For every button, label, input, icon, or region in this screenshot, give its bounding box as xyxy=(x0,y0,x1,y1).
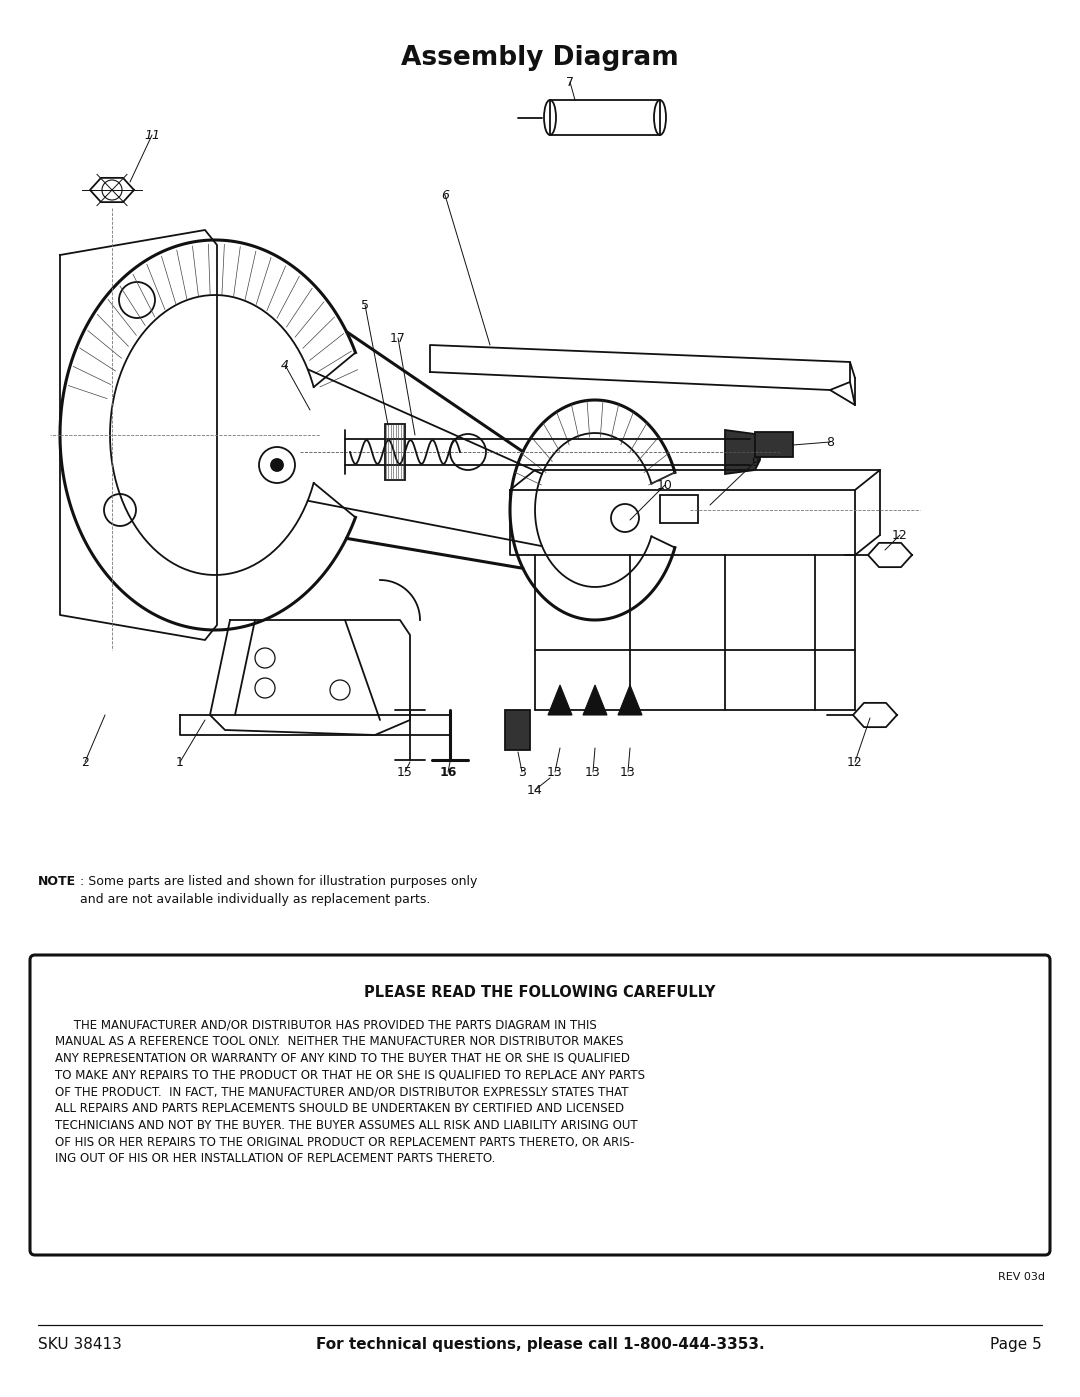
Text: NOTE: NOTE xyxy=(38,875,76,888)
Text: 5: 5 xyxy=(361,299,369,312)
Bar xyxy=(505,710,530,750)
Text: 2: 2 xyxy=(81,756,89,768)
Text: 13: 13 xyxy=(548,766,563,778)
Text: 13: 13 xyxy=(585,766,600,778)
Text: 6: 6 xyxy=(441,189,449,201)
Text: : Some parts are listed and shown for illustration purposes only
and are not ava: : Some parts are listed and shown for il… xyxy=(80,875,477,907)
Text: 10: 10 xyxy=(657,479,673,492)
FancyBboxPatch shape xyxy=(30,956,1050,1255)
Text: 16: 16 xyxy=(440,766,457,778)
Polygon shape xyxy=(548,685,572,715)
Polygon shape xyxy=(583,685,607,715)
Polygon shape xyxy=(618,685,642,715)
Text: 1: 1 xyxy=(176,756,184,768)
Text: REV 03d: REV 03d xyxy=(998,1273,1045,1282)
Text: PLEASE READ THE FOLLOWING CAREFULLY: PLEASE READ THE FOLLOWING CAREFULLY xyxy=(364,985,716,1000)
Text: 4: 4 xyxy=(281,359,289,372)
Text: For technical questions, please call 1-800-444-3353.: For technical questions, please call 1-8… xyxy=(315,1337,765,1352)
Polygon shape xyxy=(725,430,760,474)
Text: 8: 8 xyxy=(826,436,834,448)
Circle shape xyxy=(271,460,283,471)
Text: THE MANUFACTURER AND/OR DISTRIBUTOR HAS PROVIDED THE PARTS DIAGRAM IN THIS
MANUA: THE MANUFACTURER AND/OR DISTRIBUTOR HAS … xyxy=(55,1018,645,1165)
Text: 15: 15 xyxy=(397,766,413,778)
Text: 9: 9 xyxy=(751,455,759,468)
Text: 12: 12 xyxy=(847,756,863,768)
Bar xyxy=(550,101,660,136)
Bar xyxy=(384,425,405,481)
Bar xyxy=(660,495,698,522)
Text: Assembly Diagram: Assembly Diagram xyxy=(401,45,679,71)
Text: 13: 13 xyxy=(620,766,636,778)
Text: 17: 17 xyxy=(390,331,406,345)
Text: 3: 3 xyxy=(518,766,526,778)
Text: SKU 38413: SKU 38413 xyxy=(38,1337,122,1352)
Bar xyxy=(755,432,793,457)
Text: Page 5: Page 5 xyxy=(990,1337,1042,1352)
Text: 7: 7 xyxy=(566,75,573,88)
Text: 11: 11 xyxy=(144,129,160,141)
Text: 12: 12 xyxy=(892,528,908,542)
Text: 14: 14 xyxy=(527,784,543,796)
